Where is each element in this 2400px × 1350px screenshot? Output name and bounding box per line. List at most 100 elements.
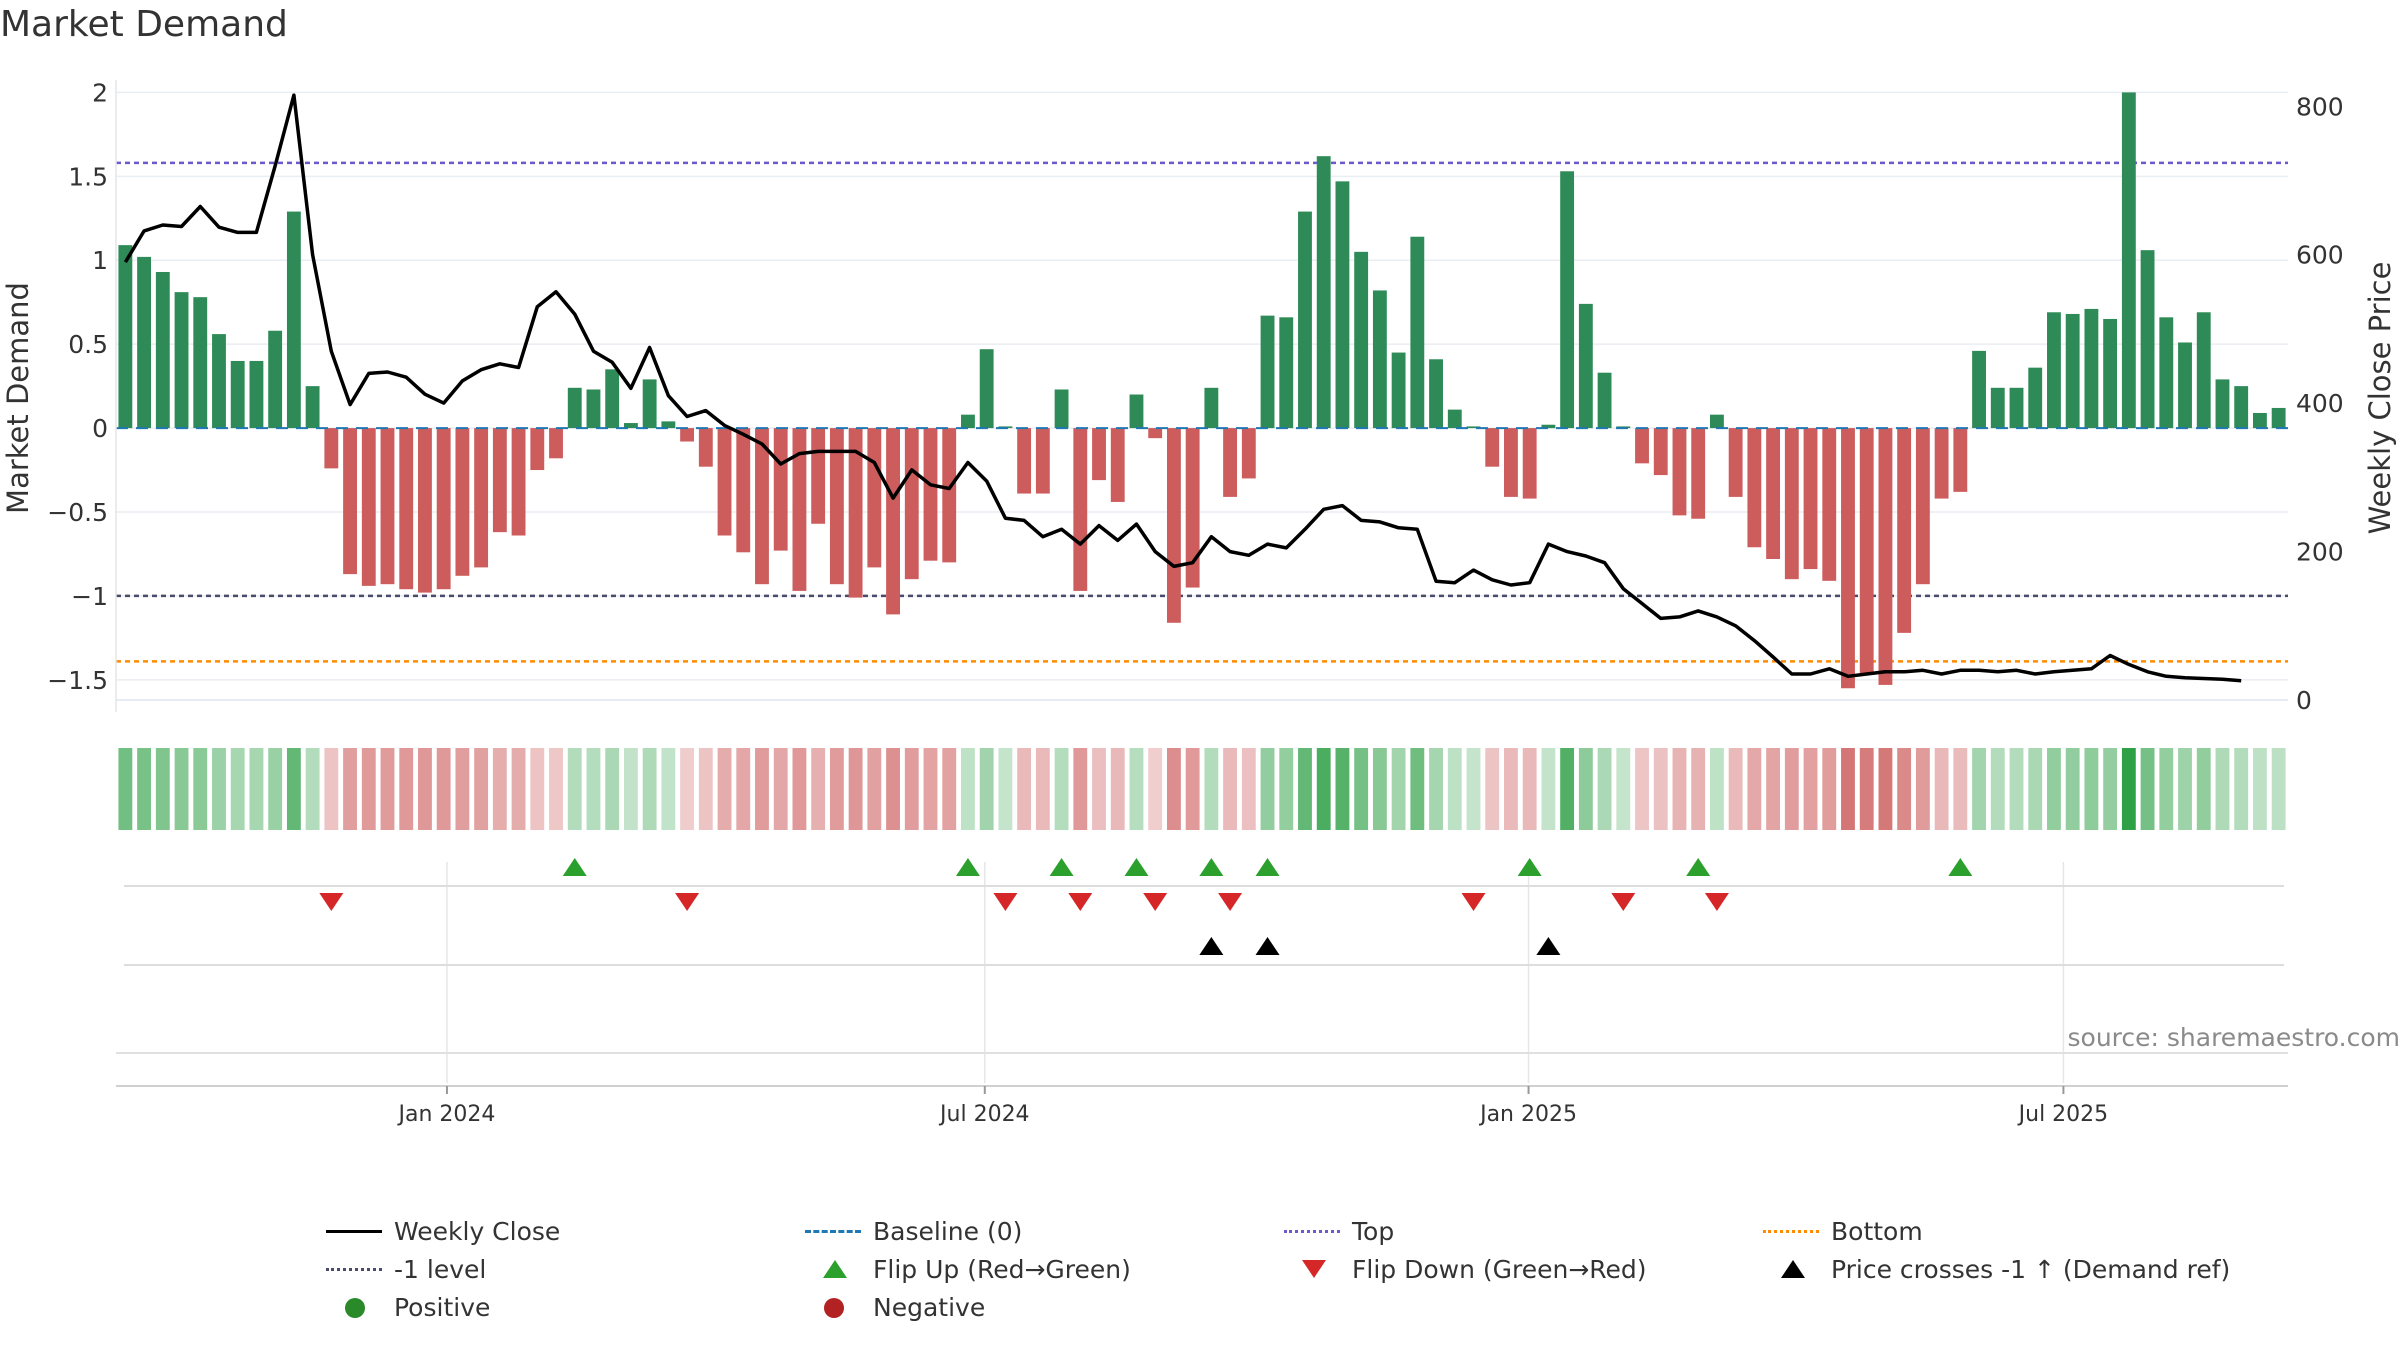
negative-bar: [1166, 428, 1181, 623]
negative-bar: [1859, 428, 1874, 674]
positive-bar: [2009, 387, 2024, 429]
legend-label: Weekly Close: [394, 1216, 561, 1246]
heat-cell: [1915, 748, 1930, 830]
negative-bar: [829, 428, 844, 585]
positive-bar: [2271, 407, 2286, 429]
heat-cell: [530, 748, 545, 830]
positive-bar: [1391, 352, 1406, 429]
negative-bar: [1653, 428, 1668, 476]
heat-cell: [1691, 748, 1706, 830]
flip-down-marker: [1218, 893, 1243, 911]
heat-cell: [736, 748, 751, 830]
positive-bar: [174, 292, 189, 429]
legend-label: -1 level: [394, 1254, 487, 1284]
heat-cell: [436, 748, 451, 830]
flip-markers: [124, 858, 2284, 911]
flip-up-marker: [1199, 858, 1224, 876]
negative-bar: [942, 428, 957, 563]
heat-cell: [1335, 748, 1350, 830]
positive-bar: [1204, 387, 1219, 429]
heat-cell: [2178, 748, 2192, 830]
positive-bar: [1541, 424, 1556, 429]
heat-cell: [567, 748, 582, 830]
positive-bar: [212, 334, 226, 429]
positive-bar: [268, 330, 283, 429]
heat-cell: [1447, 748, 1462, 830]
y-axis-label: Market Demand: [1, 282, 35, 514]
flip-up-marker: [562, 858, 587, 876]
heat-cell: [399, 748, 414, 830]
positive-bar: [1410, 236, 1425, 429]
legend-item-positive: Positive: [322, 1290, 490, 1324]
flip-down-marker: [1704, 893, 1729, 911]
flip-down-marker: [1611, 893, 1636, 911]
heat-cell: [1578, 748, 1593, 830]
negative-bar: [717, 428, 732, 536]
heat-cell: [2252, 748, 2267, 830]
y-tick-label: 2: [92, 78, 108, 107]
heat-cell: [1466, 748, 1481, 830]
legend-item-flip-down: Flip Down (Green→Red): [1280, 1252, 1647, 1286]
y2-axis-label: Weekly Close Price: [2363, 262, 2397, 535]
positive-bar: [2252, 412, 2267, 429]
negative-bar: [1915, 428, 1930, 585]
heat-cell: [586, 748, 601, 830]
negative-bar: [1110, 428, 1125, 502]
positive-bar: [1354, 251, 1369, 429]
heat-cell: [642, 748, 657, 830]
heat-cell: [1803, 748, 1818, 830]
legend-label: Baseline (0): [873, 1216, 1023, 1246]
heat-cell: [1878, 748, 1893, 830]
negative-bar: [380, 428, 395, 585]
negative-bar: [1728, 428, 1743, 497]
heat-cell: [1185, 748, 1200, 830]
heat-cell: [174, 748, 189, 830]
negative-bar: [436, 428, 451, 590]
negative-bar: [343, 428, 357, 575]
legend-label: Top: [1352, 1216, 1395, 1246]
y2-tick-label: 0: [2296, 686, 2312, 715]
reference-lines: [116, 161, 2288, 663]
x-tick-label: Jan 2024: [397, 1102, 496, 1127]
x-tick-label: Jul 2025: [2017, 1102, 2109, 1127]
negative-bar: [1953, 428, 1968, 492]
negative-bar: [1035, 428, 1050, 494]
negative-bar: [792, 428, 807, 591]
negative-bar: [886, 428, 900, 615]
heat-cell: [680, 748, 695, 830]
flip-down-marker: [1068, 893, 1093, 911]
source-credit: source: sharemaestro.com: [2067, 1023, 2400, 1052]
flip-up-marker: [955, 858, 980, 876]
heat-cell: [904, 748, 919, 830]
positive-bar: [2159, 317, 2174, 429]
heat-cell: [118, 748, 133, 830]
weekly-close-polyline: [123, 93, 2242, 683]
positive-bar: [2196, 312, 2211, 429]
heat-cell: [1972, 748, 1986, 830]
positive-bar: [1335, 181, 1350, 429]
positive-bar: [118, 245, 133, 429]
heat-cell: [1990, 748, 2005, 830]
heat-cell: [1279, 748, 1294, 830]
heat-cell: [343, 748, 357, 830]
negative-bar: [1485, 428, 1500, 467]
y2-tick-label: 400: [2296, 389, 2344, 418]
heat-cell: [305, 748, 320, 830]
heat-cell: [1653, 748, 1668, 830]
flip-up-marker: [1686, 858, 1711, 876]
flip-down-marker: [319, 893, 344, 911]
heat-cell: [2271, 748, 2286, 830]
positive-bar: [1279, 317, 1294, 429]
heat-cell: [361, 748, 376, 830]
heat-cell: [1841, 748, 1855, 830]
heat-cell: [455, 748, 470, 830]
negative-bar: [474, 428, 489, 568]
heat-cell: [2065, 748, 2080, 830]
heat-cell: [1035, 748, 1050, 830]
heat-cell: [2121, 748, 2136, 830]
solid-line-icon: [322, 1216, 386, 1246]
triangle-up-icon: [801, 1254, 865, 1284]
heat-cell: [661, 748, 676, 830]
legend-item-top: Top: [1280, 1214, 1394, 1248]
